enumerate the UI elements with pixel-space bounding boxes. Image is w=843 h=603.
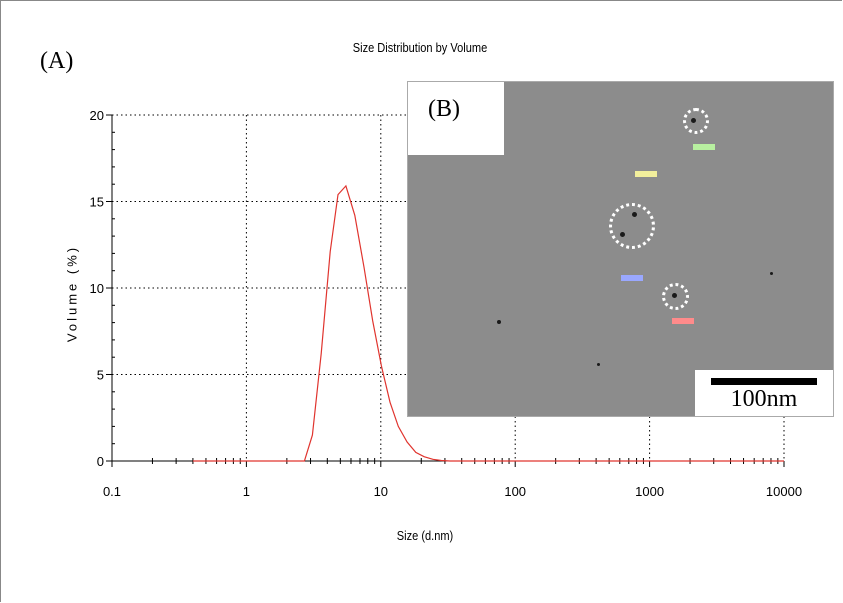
- particle-highlight-circle: [662, 283, 689, 310]
- x-tick-label: 1: [243, 484, 250, 499]
- nanoparticle: [620, 232, 625, 237]
- nanoparticle: [632, 212, 637, 217]
- panel-b-label: (B): [428, 96, 460, 122]
- nanoparticle: [672, 293, 677, 298]
- tem-image-inset: (B) 100nm: [407, 81, 834, 417]
- x-tick-label: 10: [374, 484, 388, 499]
- measurement-label: [693, 144, 715, 150]
- panel-a-label: (A): [40, 48, 74, 74]
- nanoparticle: [691, 118, 696, 123]
- volume-distribution-line: [192, 184, 784, 462]
- inset-label-box: (B): [408, 82, 504, 155]
- y-tick-label: 10: [90, 281, 104, 296]
- y-tick-label: 15: [90, 195, 104, 210]
- x-tick-label: 100: [504, 484, 526, 499]
- scale-bar: [711, 378, 817, 385]
- nanoparticle: [770, 272, 773, 275]
- x-tick-label: 0.1: [103, 484, 121, 499]
- measurement-label: [672, 318, 694, 324]
- x-axis-label: Size (d.nm): [396, 528, 454, 543]
- y-tick-label: 0: [97, 454, 104, 469]
- particle-highlight-circle: [683, 108, 709, 134]
- chart-title: Size Distribution by Volume: [352, 40, 488, 55]
- scale-bar-box: 100nm: [695, 370, 833, 416]
- nanoparticle: [497, 320, 501, 324]
- scale-bar-label: 100nm: [730, 386, 798, 412]
- y-tick-label: 20: [90, 108, 104, 123]
- measurement-label: [621, 275, 643, 281]
- nanoparticle: [597, 363, 600, 366]
- x-tick-label: 1000: [635, 484, 664, 499]
- x-tick-label: 10000: [766, 484, 802, 499]
- measurement-label: [635, 171, 657, 177]
- particle-highlight-circle: [609, 203, 655, 249]
- y-tick-label: 5: [97, 368, 104, 383]
